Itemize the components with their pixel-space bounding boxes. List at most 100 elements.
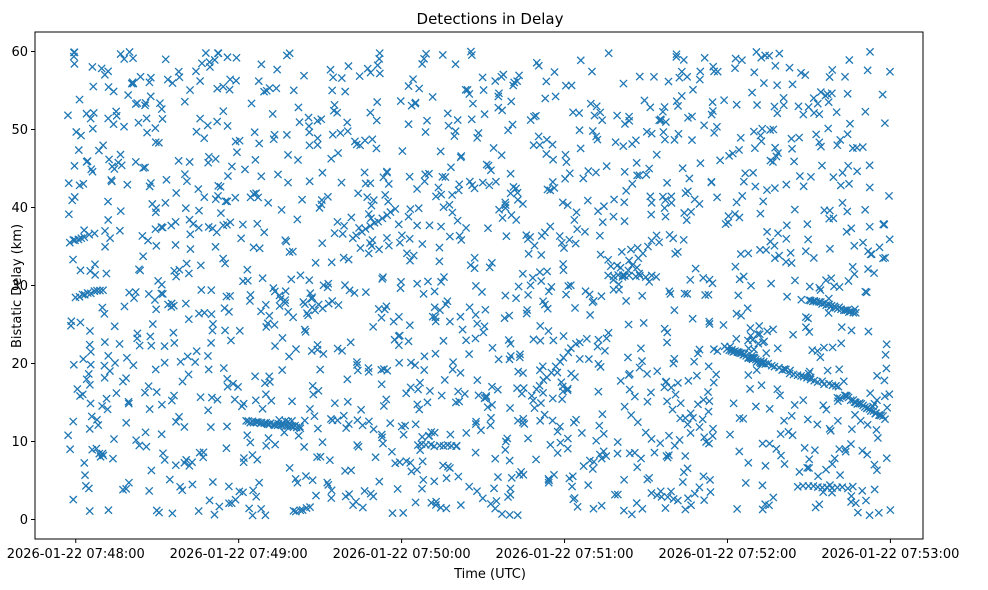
data-point	[197, 59, 207, 68]
data-point	[116, 150, 125, 159]
data-point	[325, 456, 334, 465]
data-point	[442, 504, 451, 513]
data-point	[693, 400, 703, 409]
data-point	[881, 253, 890, 262]
data-point	[377, 313, 386, 322]
data-point	[476, 426, 486, 435]
data-point	[542, 149, 551, 158]
data-point	[354, 189, 363, 198]
data-point	[314, 386, 323, 395]
data-point	[157, 104, 166, 114]
data-point	[89, 108, 98, 117]
data-point	[184, 269, 193, 278]
data-point	[223, 382, 232, 391]
data-point	[88, 445, 97, 454]
data-point	[690, 357, 699, 366]
data-point	[630, 392, 639, 401]
data-point	[145, 405, 154, 414]
data-point	[471, 417, 481, 426]
data-point	[431, 313, 440, 322]
data-point	[151, 138, 160, 147]
data-point	[703, 387, 713, 397]
data-point	[652, 272, 661, 281]
data-point	[372, 144, 381, 153]
data-point	[695, 483, 704, 492]
data-point	[408, 75, 418, 84]
data-point	[515, 350, 525, 359]
data-point	[531, 455, 541, 464]
data-point	[619, 79, 628, 88]
data-point	[462, 428, 471, 437]
data-point	[535, 268, 544, 277]
data-point	[553, 427, 562, 436]
data-point	[677, 91, 686, 100]
data-point	[240, 165, 250, 174]
data-point	[879, 219, 888, 229]
data-point	[498, 106, 507, 115]
data-point	[563, 201, 572, 210]
data-point	[863, 264, 873, 274]
data-point	[523, 434, 533, 443]
data-point	[87, 165, 96, 174]
data-point	[361, 179, 370, 188]
data-point	[278, 333, 287, 343]
data-point	[563, 384, 572, 393]
data-point	[664, 451, 673, 460]
data-point	[382, 233, 392, 243]
y-axis-label: Bistatic Delay (km)	[10, 224, 25, 348]
data-point	[253, 219, 262, 228]
data-point	[549, 336, 558, 345]
data-point	[708, 279, 717, 288]
data-point	[614, 280, 623, 289]
data-point	[204, 222, 213, 232]
data-point	[418, 432, 427, 441]
data-point	[539, 388, 548, 397]
data-point	[647, 198, 656, 207]
data-point	[207, 286, 216, 295]
data-point	[700, 496, 709, 505]
data-point	[191, 67, 201, 76]
data-point	[139, 163, 148, 172]
data-point	[203, 121, 212, 130]
data-point	[543, 267, 552, 276]
data-point	[513, 77, 522, 86]
data-point	[671, 390, 680, 399]
data-point	[326, 65, 335, 74]
data-point	[825, 72, 834, 82]
data-point	[501, 445, 510, 454]
data-point	[144, 382, 153, 391]
data-point	[747, 88, 757, 97]
data-point	[858, 143, 867, 152]
data-point	[527, 391, 536, 400]
data-point	[704, 290, 713, 299]
data-point	[338, 229, 347, 238]
data-point	[627, 411, 636, 420]
data-point	[355, 72, 364, 81]
data-point	[673, 101, 683, 110]
data-point	[122, 353, 131, 362]
data-point	[305, 404, 315, 414]
data-point	[796, 371, 806, 380]
data-point	[610, 195, 619, 204]
data-point	[665, 230, 674, 239]
data-point	[695, 75, 704, 84]
data-point	[99, 141, 108, 150]
data-point	[744, 458, 753, 467]
data-point	[455, 231, 464, 240]
data-point	[374, 217, 383, 226]
data-point	[816, 353, 825, 362]
data-point	[182, 259, 191, 268]
data-point	[465, 482, 474, 491]
data-point	[94, 146, 103, 155]
data-point	[128, 78, 137, 87]
data-point	[865, 511, 874, 520]
data-point	[415, 84, 424, 93]
data-point	[107, 177, 116, 186]
data-point	[468, 99, 478, 108]
data-point	[70, 161, 79, 170]
data-point	[507, 473, 516, 482]
data-point	[564, 282, 573, 291]
data-point	[733, 504, 742, 513]
data-point	[378, 214, 387, 223]
data-point	[520, 419, 529, 428]
